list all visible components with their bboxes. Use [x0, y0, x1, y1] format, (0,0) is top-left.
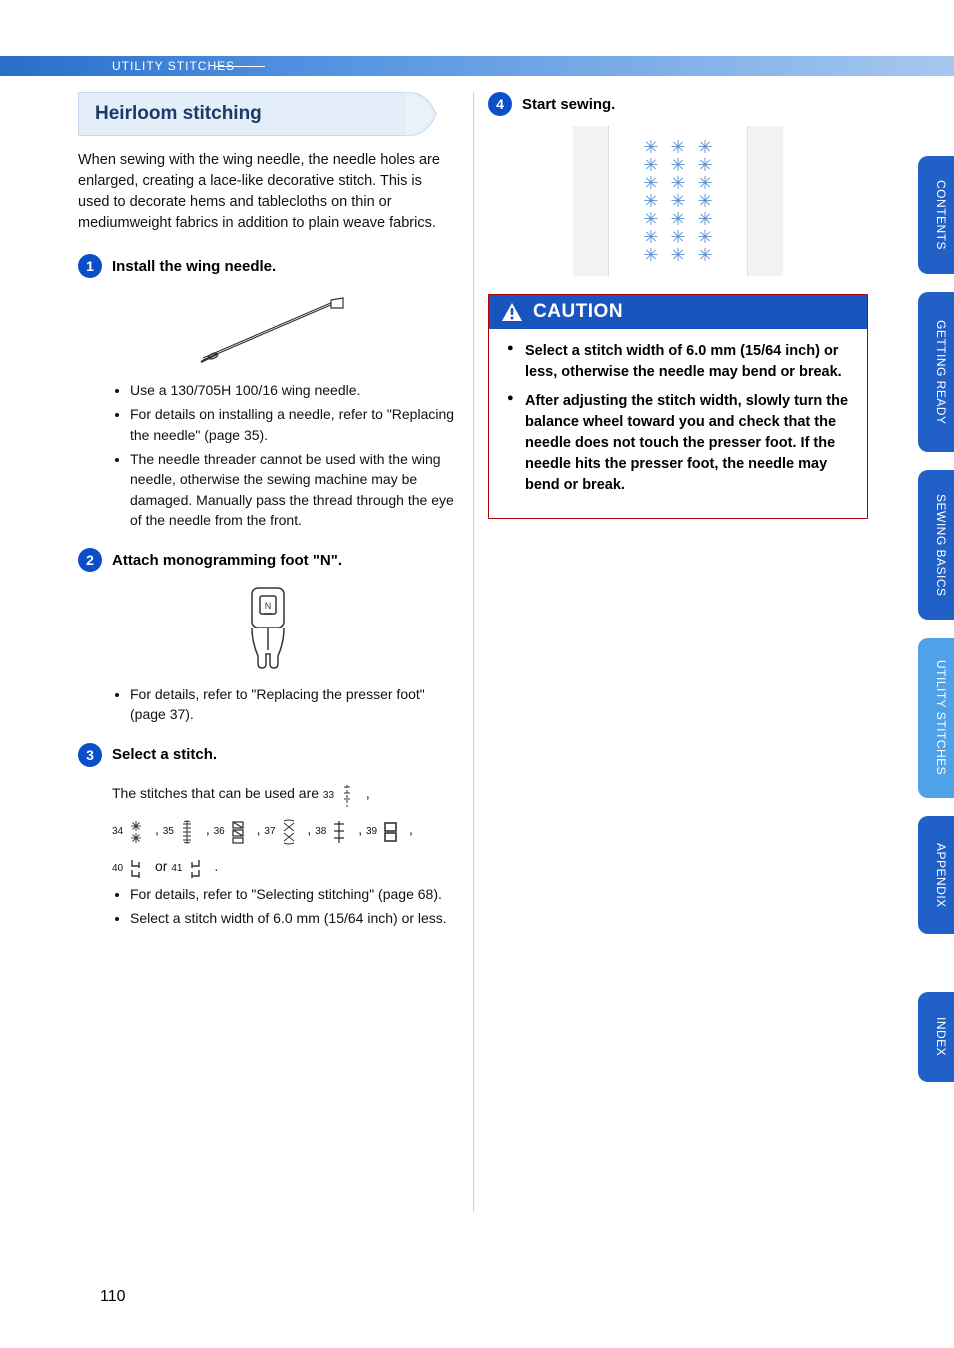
step-3: 3 Select a stitch. The stitches that can…: [78, 743, 458, 929]
step-title: Start sewing.: [522, 96, 615, 113]
intro-text: When sewing with the wing needle, the ne…: [78, 150, 458, 234]
step-4: 4 Start sewing. ✳✳✳✳✳✳✳ ✳✳✳✳✳✳✳ ✳✳✳✳✳✳✳: [488, 92, 868, 276]
step-2-bullets: For details, refer to "Replacing the pre…: [112, 684, 458, 725]
tab-utility-stitches[interactable]: UTILITY STITCHES: [918, 638, 954, 798]
side-tabs: CONTENTS GETTING READY SEWING BASICS UTI…: [918, 156, 954, 1082]
stitch-38: 38: [315, 819, 348, 845]
caution-body: Select a stitch width of 6.0 mm (15/64 i…: [489, 329, 867, 518]
step-2: 2 Attach monogramming foot "N". N: [78, 548, 458, 725]
section-heading: Heirloom stitching: [78, 92, 458, 136]
step-number: 3: [78, 743, 102, 767]
tab-appendix[interactable]: APPENDIX: [918, 816, 954, 934]
step-number: 2: [78, 548, 102, 572]
bullet-text: The needle threader cannot be used with …: [130, 449, 458, 530]
stitch-37: 37: [264, 819, 297, 845]
step-1: 1 Install the wing needle.: [78, 254, 458, 530]
header-dash: [215, 66, 265, 67]
stitch-35: 35: [163, 819, 196, 845]
bullet-text: Select a stitch width of 6.0 mm (15/64 i…: [130, 908, 458, 928]
tab-index[interactable]: INDEX: [918, 992, 954, 1082]
or-text: or: [155, 858, 171, 874]
caution-header: CAUTION: [489, 295, 867, 329]
stitch-33: 33: [323, 783, 356, 809]
snowflake-col: ✳✳✳✳✳✳✳: [670, 138, 685, 264]
caution-label: CAUTION: [533, 301, 623, 323]
stitch-sample: ✳✳✳✳✳✳✳ ✳✳✳✳✳✳✳ ✳✳✳✳✳✳✳: [573, 126, 783, 276]
page: UTILITY STITCHES Heirloom stitching When…: [0, 0, 954, 1348]
snowflake-col: ✳✳✳✳✳✳✳: [643, 138, 658, 264]
page-number: 110: [100, 1288, 126, 1306]
needle-illustration: [78, 288, 458, 368]
bullet-text: For details on installing a needle, refe…: [130, 404, 458, 445]
tab-getting-ready[interactable]: GETTING READY: [918, 292, 954, 452]
step-title: Select a stitch.: [112, 746, 217, 763]
step-1-bullets: Use a 130/705H 100/16 wing needle. For d…: [112, 380, 458, 530]
tab-sewing-basics[interactable]: SEWING BASICS: [918, 470, 954, 620]
warning-icon: [501, 302, 523, 322]
step-number: 4: [488, 92, 512, 116]
header-strip: UTILITY STITCHES: [0, 56, 954, 76]
step-title: Install the wing needle.: [112, 258, 276, 275]
stitch-36: 36: [214, 819, 247, 845]
stitch-lead: The stitches that can be used are: [112, 785, 323, 801]
bullet-text: Use a 130/705H 100/16 wing needle.: [130, 380, 458, 400]
tab-contents[interactable]: CONTENTS: [918, 156, 954, 274]
stitch-40: 40: [112, 856, 145, 882]
section-title: Heirloom stitching: [78, 92, 408, 136]
heading-wedge-icon: [406, 92, 446, 136]
stitch-41: 41: [171, 856, 204, 882]
step-3-bullets: For details, refer to "Selecting stitchi…: [112, 884, 458, 929]
stitch-list: The stitches that can be used are 33 , 3…: [112, 775, 458, 884]
content-area: Heirloom stitching When sewing with the …: [78, 92, 868, 1268]
svg-text:N: N: [265, 601, 272, 611]
step-title: Attach monogramming foot "N".: [112, 552, 342, 569]
caution-item: After adjusting the stitch width, slowly…: [507, 391, 849, 496]
bullet-text: For details, refer to "Replacing the pre…: [130, 684, 458, 725]
stitch-39: 39: [366, 819, 399, 845]
bullet-text: For details, refer to "Selecting stitchi…: [130, 884, 458, 904]
stitch-34: 34: [112, 819, 145, 845]
snowflake-col: ✳✳✳✳✳✳✳: [698, 138, 713, 264]
step-number: 1: [78, 254, 102, 278]
caution-item: Select a stitch width of 6.0 mm (15/64 i…: [507, 341, 849, 383]
caution-box: CAUTION Select a stitch width of 6.0 mm …: [488, 294, 868, 519]
foot-illustration: N: [78, 582, 458, 672]
